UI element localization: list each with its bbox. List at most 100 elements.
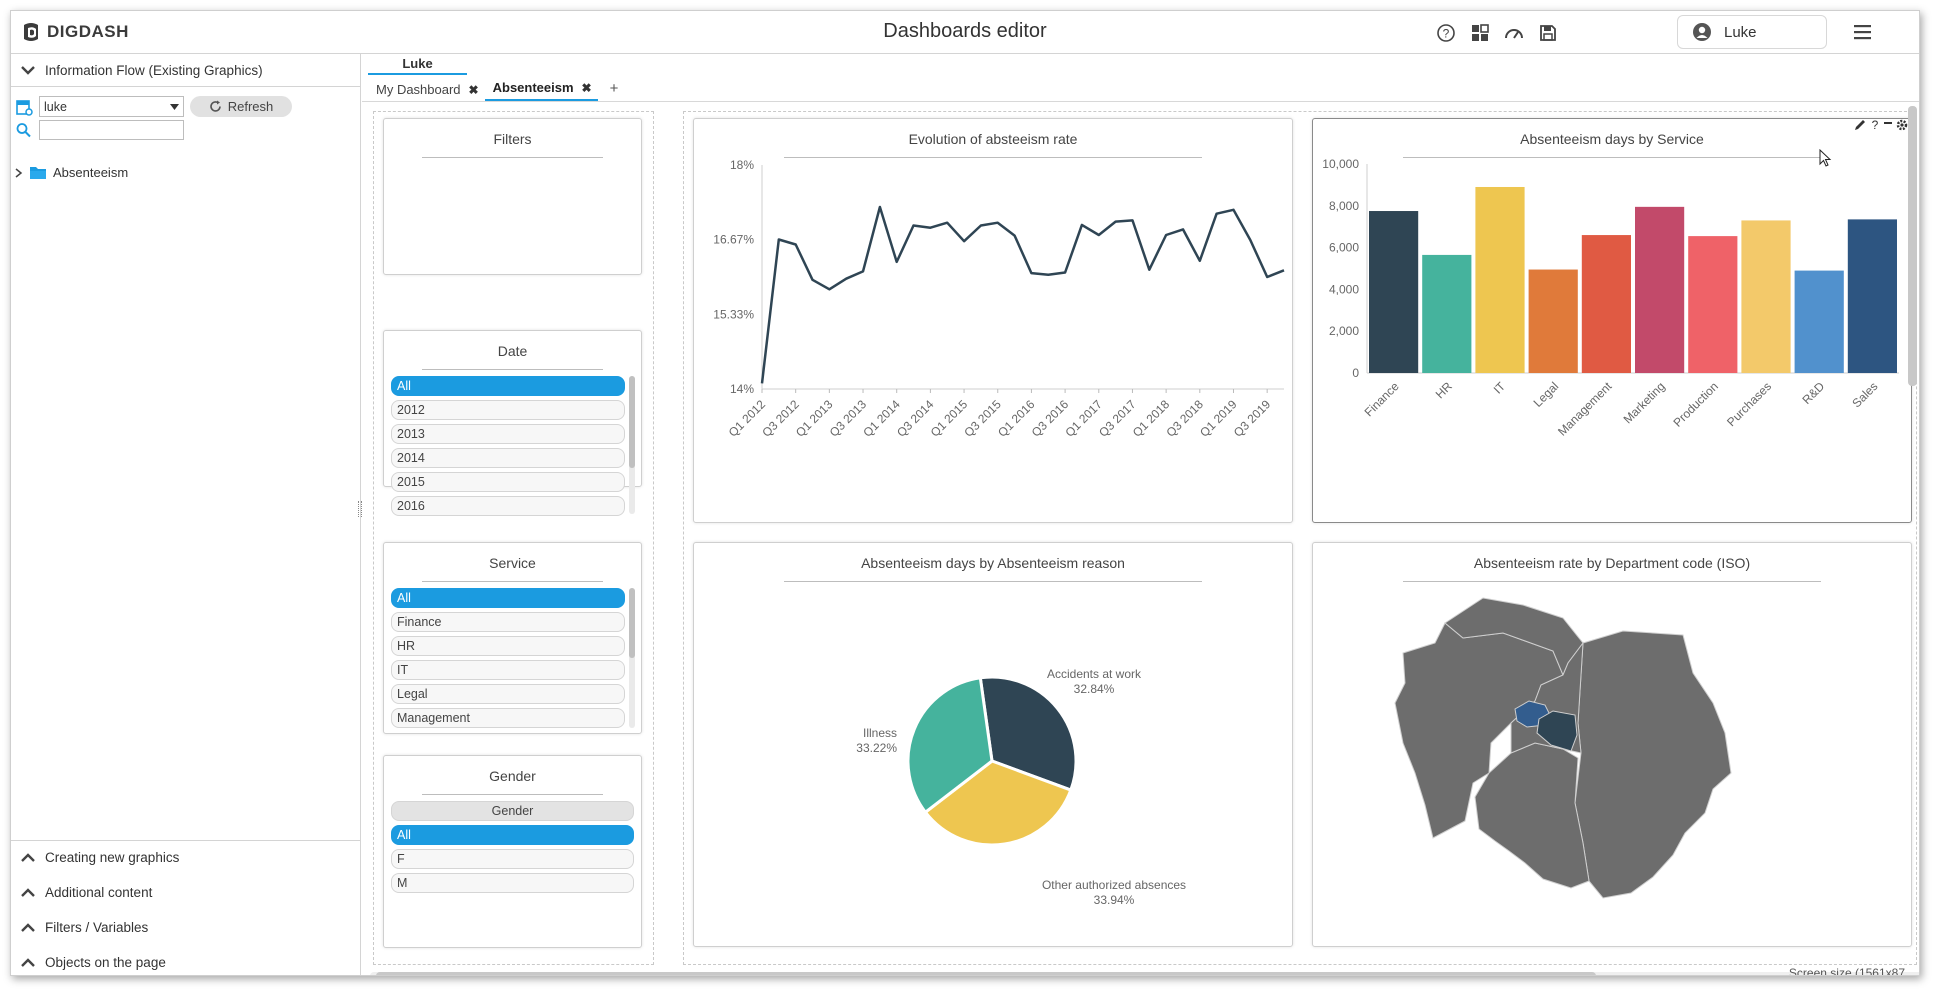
accordion-objects-on-page[interactable]: Objects on the page [11,945,361,975]
user-menu-button[interactable]: Luke [1677,15,1827,49]
tab-label: Absenteeism [492,80,574,95]
accordion-filters-variables[interactable]: Filters / Variables [11,910,361,945]
accordion-additional-content[interactable]: Additional content [11,875,361,910]
service-scrollbar[interactable] [629,588,635,728]
pie-slice [923,759,1073,847]
refresh-button[interactable]: Refresh [190,96,292,117]
gear-icon[interactable] [1895,118,1909,132]
speed-icon[interactable] [1503,22,1525,44]
close-icon[interactable]: ✖ [581,80,592,95]
pie-label: Illness [863,726,897,740]
date-option[interactable]: 2014 [391,448,625,468]
charts-zone: Evolution of absteeism rate 14% 15.33% 16.… [683,111,1917,965]
service-option[interactable]: Management [391,708,625,728]
y-tick-label: 16.67% [713,233,754,247]
bar [1688,236,1738,373]
logo-text: DIGDASH [47,22,129,41]
add-tab-button[interactable]: + [609,80,619,97]
save-icon[interactable] [1537,22,1559,44]
pie-label: Accidents at work [1047,667,1142,681]
date-option[interactable]: All [391,376,625,396]
close-icon[interactable]: ✖ [468,82,479,97]
user-select[interactable]: luke [39,96,184,117]
vertical-scrollbar[interactable] [1908,106,1917,386]
user-avatar-icon [1693,23,1711,41]
chevron-up-icon [21,887,35,897]
chevron-up-icon [21,922,35,932]
dashboard-editor-area: Luke My Dashboard ✖ Absenteeism ✖ + Filt… [362,54,1919,975]
refresh-icon [209,100,221,112]
accordion-creating-new-graphics[interactable]: Creating new graphics [11,840,361,875]
gender-option[interactable]: M [391,873,634,893]
date-option[interactable]: 2016 [391,496,625,516]
gender-option[interactable]: F [391,849,634,869]
digdash-logo[interactable]: DIGDASH [21,20,129,44]
gender-filter-list: Gender All F M [391,801,634,897]
y-tick-label: 14% [730,382,754,396]
tab-my-dashboard[interactable]: My Dashboard ✖ [368,80,485,101]
dropdown-arrow-icon [170,103,179,110]
service-filter-card[interactable]: Service All Finance HR IT Legal Management [383,542,642,734]
svg-text:?: ? [1443,27,1450,41]
tab-bar: My Dashboard ✖ Absenteeism ✖ + [368,78,628,101]
data-source-icon[interactable] [15,98,33,116]
tree-item-absenteeism[interactable]: Absenteeism [15,165,128,180]
app-window: DIGDASH Dashboards editor ? Luke [10,10,1920,976]
pie-pct-label: 33.94% [1094,893,1135,907]
help-icon[interactable]: ? [1869,117,1881,133]
minimize-icon[interactable] [1883,117,1893,133]
help-icon[interactable]: ? [1435,22,1457,44]
service-option[interactable]: Finance [391,612,625,632]
accordion-label: Creating new graphics [45,850,180,865]
accordion-label: Filters / Variables [45,920,149,935]
user-select-value: luke [44,99,67,114]
y-tick-label: 2,000 [1329,324,1359,338]
service-option[interactable]: Legal [391,684,625,704]
pie-chart-card[interactable]: Absenteeism days by Absenteeism reason A… [693,542,1293,947]
line-chart-card[interactable]: Evolution of absteeism rate 14% 15.33% 16.… [693,118,1293,523]
tab-label: My Dashboard [376,82,461,97]
card-title: Absenteeism days by Service [1520,131,1704,147]
date-scrollbar[interactable] [629,376,635,514]
pie-slice [906,676,994,815]
tab-absenteeism[interactable]: Absenteeism ✖ [484,78,598,101]
card-title: Filters [493,131,532,147]
search-input[interactable] [39,120,184,140]
widgets-icon[interactable] [1469,22,1491,44]
map-chart-card[interactable]: Absenteeism rate by Department code (ISO… [1312,542,1912,947]
date-option[interactable]: 2013 [391,424,625,444]
x-tick-label: Finance [1362,379,1402,419]
information-flow-header[interactable]: Information Flow (Existing Graphics) [11,54,360,87]
bar-chart-card[interactable]: Absenteeism days by Service ? 0 2,000 4,00… [1312,118,1912,523]
service-option[interactable]: All [391,588,625,608]
x-tick-label: Production [1670,379,1720,429]
card-title: Absenteeism rate by Department code (ISO… [1473,555,1751,571]
logo-icon [24,23,38,41]
date-option[interactable]: 2012 [391,400,625,420]
chevron-right-icon[interactable] [15,167,23,178]
horizontal-scrollbar[interactable] [376,972,1596,975]
left-panel: Information Flow (Existing Graphics) luk… [11,54,361,975]
date-option[interactable]: 2015 [391,472,625,492]
date-filter-card[interactable]: Date All 2012 2013 2014 2015 2016 [383,330,642,516]
tab-owner[interactable]: Luke [368,56,467,75]
service-option[interactable]: IT [391,660,625,680]
x-tick-label: R&D [1800,379,1828,407]
x-tick-label: Management [1555,379,1615,439]
edit-icon[interactable] [1853,118,1867,132]
map-region-paris-east [1536,710,1578,752]
panel-splitter[interactable] [358,501,362,517]
page-title: Dashboards editor [883,20,1047,42]
map-region-east [1574,630,1732,899]
gender-option[interactable]: All [391,825,634,845]
filters-card[interactable]: Filters [383,118,642,275]
bar [1794,270,1844,373]
menu-icon[interactable] [1851,20,1875,44]
bar [1581,235,1631,373]
x-tick-label: IT [1491,379,1509,397]
gender-filter-card[interactable]: Gender Gender All F M [383,755,642,948]
card-title: Date [497,343,528,359]
service-option[interactable]: HR [391,636,625,656]
chevron-up-icon [21,852,35,862]
